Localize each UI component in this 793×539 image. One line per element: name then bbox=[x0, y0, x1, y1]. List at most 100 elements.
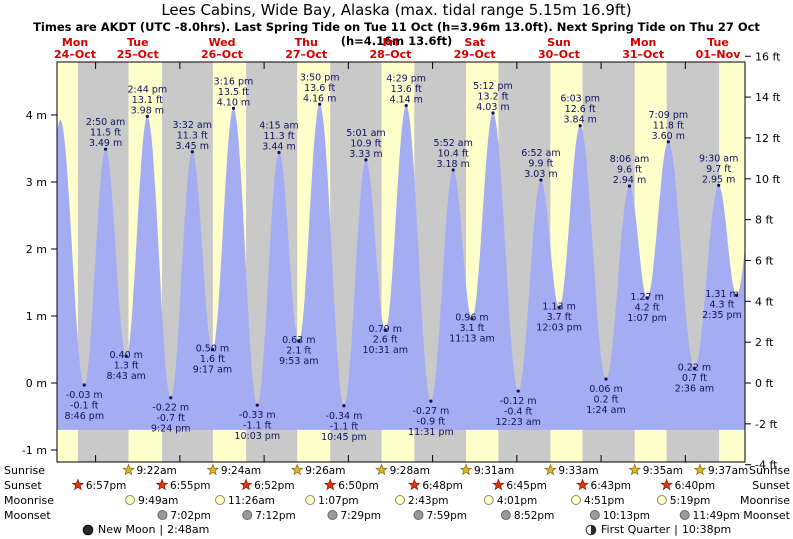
low-tide-annotation-line: 8:43 am bbox=[106, 371, 145, 382]
sunrise-time: 9:24am bbox=[221, 465, 261, 477]
moonset-icon bbox=[679, 510, 690, 520]
high-tide-annotation-line: 3.60 m bbox=[652, 131, 685, 142]
moon-phase-name: New Moon bbox=[98, 523, 156, 536]
tide-point bbox=[692, 366, 697, 370]
tide-point bbox=[82, 383, 86, 387]
plot-border bbox=[56, 61, 746, 463]
low-tide-annotation-line: 11:31 pm bbox=[408, 427, 454, 438]
moonrise-time: 4:01pm bbox=[497, 495, 537, 507]
low-tide-annotation-line: 2:36 am bbox=[675, 383, 714, 394]
sunset-row-label-left: Sunset bbox=[4, 479, 42, 492]
sunrise-row-label-right: Sunrise bbox=[748, 464, 790, 477]
high-tide-annotation-line: 3:50 pm bbox=[300, 72, 340, 83]
moonset-time: 8:52pm bbox=[514, 510, 554, 522]
moonset-row-label-left: Moonset bbox=[4, 509, 51, 522]
tide-point bbox=[734, 293, 739, 297]
moonset-icon bbox=[413, 510, 424, 520]
axis-label-ft: 4 ft bbox=[755, 295, 774, 308]
high-tide-annotation-line: 3:16 pm bbox=[214, 76, 254, 87]
sunset-time: 6:45pm bbox=[506, 480, 546, 492]
low-tide-annotation-line: 0.2 ft bbox=[593, 394, 618, 405]
high-tide-annotation-line: 13.1 ft bbox=[132, 95, 163, 106]
tide-point bbox=[717, 183, 721, 187]
high-tide-annotation-line: 2:44 pm bbox=[128, 84, 168, 95]
high-tide-annotation-line: 6:03 pm bbox=[560, 94, 600, 105]
high-tide-annotation-line: 12.6 ft bbox=[565, 104, 596, 115]
low-tide-annotation-line: 9:17 am bbox=[193, 365, 232, 376]
high-tide-annotation-line: 4:29 pm bbox=[386, 74, 426, 85]
low-tide-annotation-line: 0.22 m bbox=[678, 362, 711, 373]
low-tide-annotation-line: -0.27 m bbox=[412, 406, 449, 417]
sunset-time: 6:40pm bbox=[675, 480, 715, 492]
low-tide-annotation-line: 3.7 ft bbox=[547, 312, 572, 323]
sunset-time: 6:52pm bbox=[254, 480, 294, 492]
sunset-icon bbox=[71, 478, 85, 491]
moonrise-time: 11:26am bbox=[228, 495, 275, 507]
axis-label-m: 2 m bbox=[26, 243, 47, 256]
low-tide-annotation-line: -0.12 m bbox=[500, 396, 537, 407]
high-tide-annotation-line: 4.03 m bbox=[476, 102, 509, 113]
sunrise-icon bbox=[459, 463, 473, 476]
moon-phase-name: First Quarter bbox=[601, 523, 671, 536]
low-tide-annotation-line: 1.31 m bbox=[705, 289, 738, 300]
low-tide-annotation-line: 2.1 ft bbox=[286, 345, 311, 356]
low-tide-annotation-line: 0.63 m bbox=[282, 335, 315, 346]
high-tide-annotation-line: 3.49 m bbox=[89, 138, 122, 149]
low-tide-annotation-line: 0.06 m bbox=[589, 384, 622, 395]
low-tide-annotation-line: 1.3 ft bbox=[114, 361, 139, 372]
sunrise-time: 9:33am bbox=[558, 465, 598, 477]
axis-label-m: -1 m bbox=[22, 444, 47, 457]
low-tide-annotation-line: 0.79 m bbox=[369, 324, 402, 335]
sunrise-icon bbox=[628, 463, 642, 476]
day-label-name: Sat bbox=[464, 36, 485, 49]
high-tide-annotation-line: 5:01 am bbox=[346, 128, 385, 139]
sunrise-icon bbox=[206, 463, 220, 476]
day-label-date: 30–Oct bbox=[538, 48, 580, 61]
day-label-date: 25–Oct bbox=[117, 48, 159, 61]
tide-point bbox=[470, 317, 474, 321]
low-tide-annotation-line: 9:24 pm bbox=[151, 424, 191, 435]
low-tide-annotation-line: 9:53 am bbox=[279, 356, 318, 367]
low-tide-annotation-line: 10:31 am bbox=[363, 345, 408, 356]
high-tide-annotation-line: 8:06 am bbox=[610, 154, 649, 165]
low-tide-annotation-line: -1.1 ft bbox=[243, 421, 272, 432]
tide-point bbox=[578, 124, 582, 128]
tide-point bbox=[539, 178, 543, 182]
tide-point bbox=[666, 140, 670, 144]
moonrise-time: 9:49am bbox=[138, 495, 178, 507]
tide-point bbox=[277, 150, 281, 155]
high-tide-annotation-line: 4.16 m bbox=[303, 93, 336, 104]
day-label-name: Tue bbox=[707, 36, 729, 49]
low-tide-annotation-line: 0.50 m bbox=[196, 344, 229, 355]
moonset-row-label-right: Moonset bbox=[743, 509, 790, 522]
high-tide-annotation-line: 13.6 ft bbox=[304, 83, 335, 94]
high-tide-annotation-line: 3.03 m bbox=[524, 169, 557, 180]
low-tide-annotation-line: 1.13 m bbox=[542, 301, 575, 312]
sunrise-icon bbox=[693, 463, 707, 476]
tide-point bbox=[364, 158, 368, 162]
low-tide-annotation-line: 12:03 pm bbox=[536, 322, 582, 333]
high-tide-annotation-line: 11.8 ft bbox=[653, 120, 684, 131]
low-tide-annotation-line: 8:46 pm bbox=[64, 411, 104, 422]
low-tide-annotation-line: -0.9 ft bbox=[417, 417, 446, 428]
axis-label-ft: 0 ft bbox=[755, 377, 774, 390]
axis-label-ft: 2 ft bbox=[755, 336, 774, 349]
tide-point bbox=[190, 150, 194, 154]
sunset-time: 6:55pm bbox=[170, 480, 210, 492]
axis-label-m: 0 m bbox=[26, 377, 47, 390]
high-tide-annotation-line: 11.3 ft bbox=[263, 131, 294, 142]
moonrise-row-label-left: Moonrise bbox=[4, 494, 54, 507]
low-tide-annotation-line: -1.1 ft bbox=[330, 421, 359, 432]
low-tide-annotation-line: 1:07 pm bbox=[627, 313, 667, 324]
low-tide-annotation-line: 2:35 pm bbox=[702, 310, 742, 321]
high-tide-annotation-line: 6:52 am bbox=[521, 148, 560, 159]
day-label-date: 26–Oct bbox=[201, 48, 243, 61]
axis-label-ft: 12 ft bbox=[755, 132, 781, 145]
low-tide-annotation-line: -0.34 m bbox=[326, 411, 363, 422]
axis-label-ft: 10 ft bbox=[755, 173, 781, 186]
high-tide-annotation-line: 4.10 m bbox=[217, 97, 250, 108]
tide-point bbox=[103, 147, 108, 151]
moonrise-time: 2:43pm bbox=[408, 495, 448, 507]
moonrise-icon bbox=[214, 495, 225, 505]
sunrise-icon bbox=[290, 463, 304, 476]
